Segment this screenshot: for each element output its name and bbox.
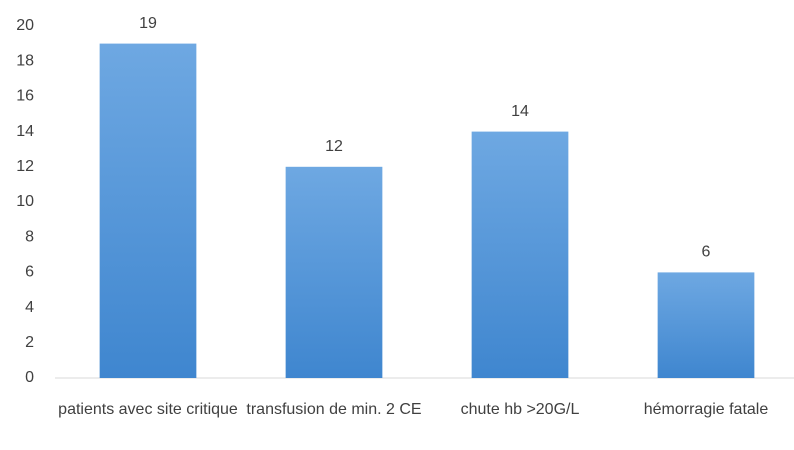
y-tick-label: 12: [16, 158, 34, 175]
bar: [657, 272, 755, 378]
y-tick-label: 20: [16, 17, 34, 34]
y-tick-label: 4: [25, 299, 34, 316]
y-tick-label: 6: [25, 264, 34, 281]
data-label: 12: [325, 138, 343, 155]
y-tick-label: 14: [16, 123, 34, 140]
y-tick-label: 8: [25, 228, 34, 245]
y-tick-label: 10: [16, 193, 34, 210]
y-tick-label: 0: [25, 369, 34, 386]
bar: [285, 166, 383, 378]
x-tick-label: transfusion de min. 2 CE: [246, 401, 422, 418]
data-label: 19: [139, 15, 157, 32]
x-tick-label: patients avec site critique: [58, 401, 238, 418]
y-tick-label: 18: [16, 52, 34, 69]
bar: [471, 131, 569, 378]
y-tick-label: 2: [25, 334, 34, 351]
data-label: 14: [511, 103, 529, 120]
x-tick-label: chute hb >20G/L: [460, 401, 580, 418]
data-label: 6: [702, 244, 711, 261]
y-tick-label: 16: [16, 88, 34, 105]
x-tick-label: hémorragie fatale: [643, 401, 769, 418]
bar: [99, 43, 197, 378]
